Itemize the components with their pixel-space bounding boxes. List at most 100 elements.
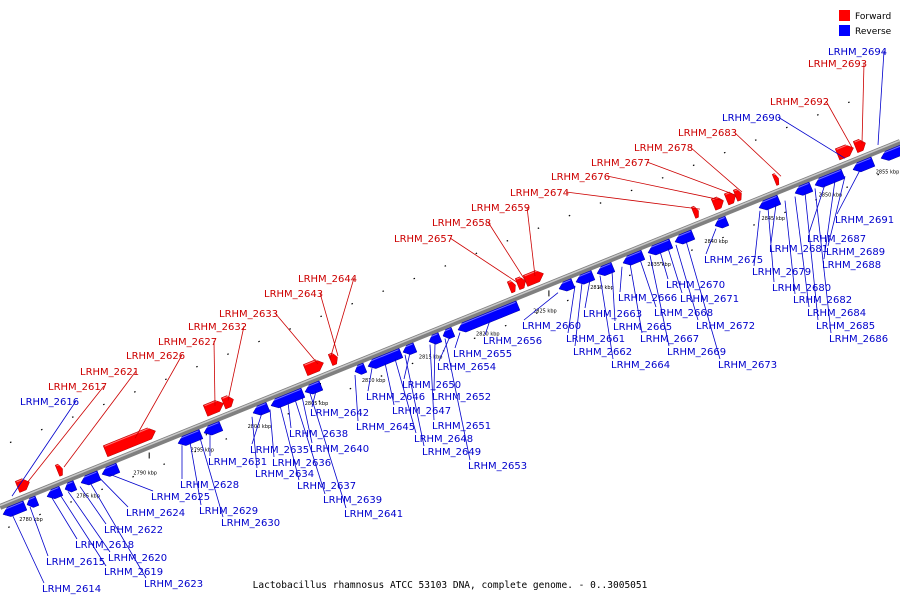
label-leader-line (827, 176, 846, 247)
gene-label: LRHM_2682 (793, 295, 852, 306)
gene-label: LRHM_2617 (48, 382, 107, 393)
reverse-gene-arrow-highlight (64, 481, 73, 486)
label-leader-line (649, 255, 670, 347)
reverse-gene-arrow-highlight (880, 145, 900, 155)
reverse-gene-arrow (64, 480, 78, 493)
reverse-gene-arrow (46, 485, 64, 500)
reverse-gene-arrow-highlight (367, 349, 399, 363)
label-leader-line (705, 228, 717, 255)
reverse-gene-arrow (354, 362, 368, 375)
gene-label: LRHM_2623 (144, 579, 203, 590)
reverse-gene-arrow (794, 181, 814, 196)
scale-tick-label: 2845 kbp (762, 216, 786, 222)
reverse-gene-arrow-highlight (457, 301, 516, 327)
scale-tick-label: 2840 kbp (704, 239, 728, 245)
label-leader-line (29, 506, 49, 557)
label-leader-line (646, 161, 736, 196)
label-leader-line (599, 275, 614, 360)
scale-tick-label: 2805 kbp (305, 401, 329, 407)
forward-gene-arrow-highlight (836, 143, 851, 150)
forward-gene-arrow (202, 400, 224, 417)
label-leader-line (429, 344, 435, 421)
reverse-gene-arrow (402, 342, 418, 355)
forward-gene-arrow-highlight (516, 276, 523, 280)
reverse-gene-arrow-highlight (252, 403, 266, 410)
forward-gene-arrow-highlight (16, 477, 27, 483)
gene-label: LRHM_2677 (591, 158, 650, 169)
scale-tick-label: 2825 kbp (533, 308, 557, 314)
gene-label: LRHM_2632 (188, 322, 247, 333)
label-leader-line (394, 358, 417, 434)
reverse-gene-arrow-highlight (354, 363, 363, 369)
reverse-gene-arrow (558, 278, 576, 292)
gene-label: LRHM_2652 (432, 392, 491, 403)
label-leader-line (251, 416, 258, 469)
gene-label: LRHM_2641 (344, 509, 403, 520)
gene-label: LRHM_2660 (522, 321, 581, 332)
label-leader-line (11, 513, 45, 584)
forward-gene-arrow (522, 270, 544, 287)
scale-tick-label: 2820 kbp (476, 332, 500, 338)
label-leader-line (808, 184, 826, 234)
gene-label: LRHM_2691 (835, 215, 894, 226)
scale-tick-label: 2795 kbp (191, 447, 215, 453)
label-leader-line (329, 277, 355, 360)
label-leader-line (861, 62, 865, 144)
label-leader-line (274, 312, 319, 365)
forward-gene-arrow (302, 359, 324, 377)
gene-label: LRHM_2625 (151, 492, 210, 503)
gene-label: LRHM_2621 (80, 367, 139, 378)
label-leader-line (629, 263, 643, 334)
gene-label: LRHM_2693 (808, 59, 867, 70)
label-leader-line (567, 285, 576, 334)
reverse-gene-arrow (304, 380, 324, 395)
gene-label: LRHM_2633 (219, 309, 278, 320)
label-leader-line (659, 251, 669, 280)
forward-gene-arrow-highlight (204, 398, 221, 407)
gene-label: LRHM_2684 (807, 308, 866, 319)
reverse-gene-arrow (428, 332, 443, 345)
label-leader-line (777, 116, 846, 159)
reverse-gene-arrow-highlight (558, 279, 571, 286)
label-leader-line (251, 412, 263, 445)
label-leader-line (823, 180, 836, 260)
reverse-gene-arrow (852, 156, 876, 173)
gene-label: LRHM_2663 (583, 309, 642, 320)
label-leader-line (319, 292, 339, 357)
gene-label: LRHM_2629 (199, 506, 258, 517)
gene-labels: LRHM_2616 LRHM_2617 LRHM_2621 LRHM_2626 LRHM… (11, 47, 894, 595)
gene-label: LRHM_2672 (696, 321, 755, 332)
gene-label: LRHM_2624 (126, 508, 185, 519)
gene-label: LRHM_2657 (394, 234, 453, 245)
gene-label: LRHM_2645 (356, 422, 415, 433)
label-leader-line (309, 393, 347, 509)
reverse-gene-arrow-highlight (758, 195, 777, 205)
reverse-gene-arrow-highlight (270, 388, 301, 403)
gene-tracks (0, 89, 900, 528)
reverse-gene-arrow (622, 249, 646, 266)
scale-tick-label: 2850 kbp (819, 193, 843, 199)
forward-gene-arrow-highlight (712, 195, 721, 201)
label-leader-line (59, 494, 107, 567)
label-leader-line (487, 221, 526, 281)
gene-label: LRHM_2646 (366, 392, 425, 403)
forward-gene-arrow (54, 463, 63, 477)
reverse-gene-arrow (674, 229, 696, 245)
label-leader-line (213, 340, 216, 406)
gene-label: LRHM_2650 (402, 380, 461, 391)
label-leader-line (269, 409, 275, 458)
reverse-gene-arrow-highlight (203, 422, 219, 430)
reverse-gene-arrow-highlight (304, 381, 319, 389)
label-leader-line (804, 192, 819, 321)
label-leader-line (311, 390, 317, 408)
label-leader-line (794, 196, 810, 308)
forward-gene-arrow-highlight (773, 173, 776, 176)
scale-tick-label: 2790 kbp (133, 470, 157, 476)
label-leader-line (814, 188, 832, 334)
gene-label: LRHM_2643 (264, 289, 323, 300)
reverse-gene-arrow-highlight (46, 487, 59, 493)
label-leader-line (134, 354, 183, 439)
gene-label: LRHM_2644 (298, 274, 357, 285)
reverse-gene-arrow (596, 262, 616, 276)
label-leader-line (574, 282, 583, 347)
